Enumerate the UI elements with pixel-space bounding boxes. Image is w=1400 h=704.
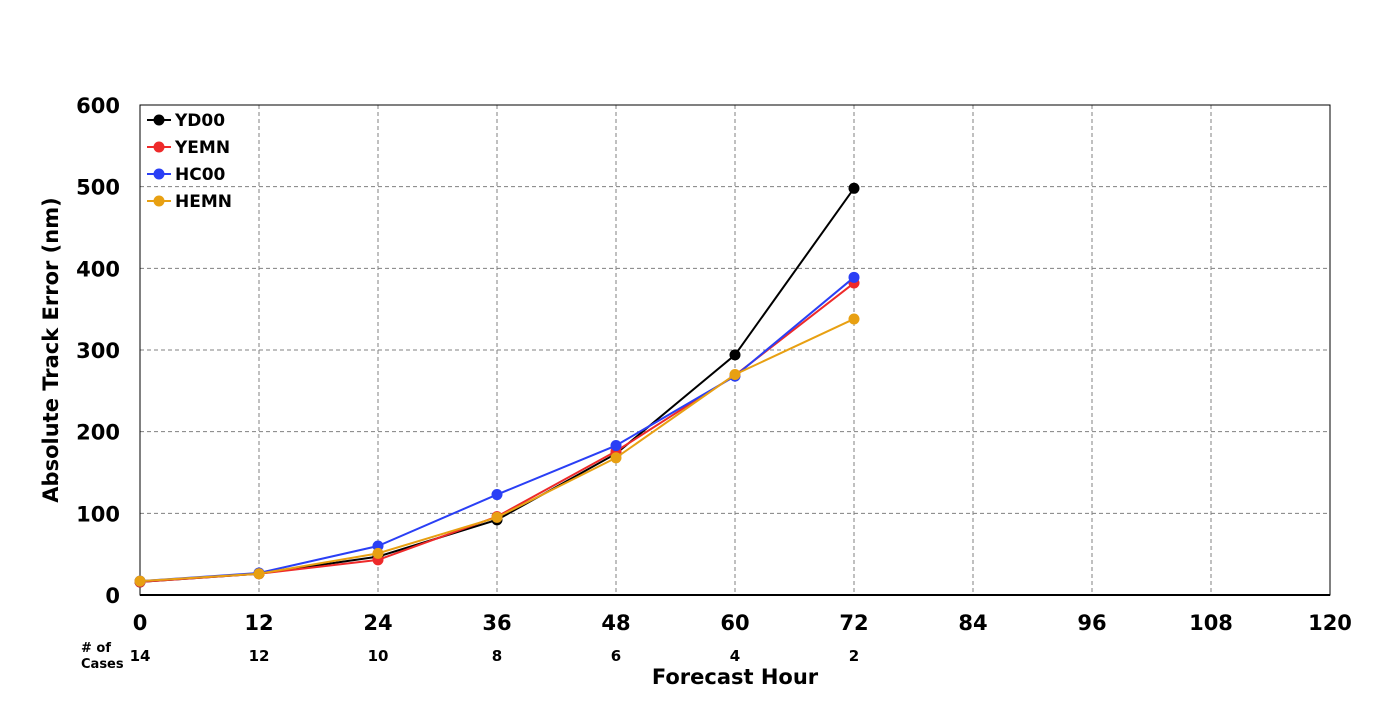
data-point bbox=[372, 547, 384, 559]
legend-entry: HEMN bbox=[147, 192, 232, 212]
legend-marker bbox=[153, 141, 165, 153]
data-point bbox=[134, 575, 146, 587]
cases-title-line1: # of bbox=[81, 641, 111, 656]
legend-label: YD00 bbox=[174, 111, 225, 131]
data-point bbox=[848, 182, 860, 194]
cases-count-label: 14 bbox=[130, 647, 151, 665]
x-tick-label: 96 bbox=[1077, 611, 1106, 635]
legend-entry: YD00 bbox=[147, 111, 225, 131]
cases-count-label: 8 bbox=[492, 647, 502, 665]
x-tick-label: 0 bbox=[133, 611, 148, 635]
data-point bbox=[610, 452, 622, 464]
legend-label: YEMN bbox=[174, 138, 230, 158]
data-point bbox=[848, 313, 860, 325]
x-tick-label: 72 bbox=[839, 611, 868, 635]
data-point bbox=[491, 489, 503, 501]
legend-marker bbox=[153, 168, 165, 180]
cases-title-line2: Cases bbox=[81, 657, 124, 672]
data-point bbox=[729, 369, 741, 380]
label-layer: Absolute Track Error (nm) Forecast Hour … bbox=[39, 197, 859, 689]
y-tick-label: 100 bbox=[76, 502, 120, 526]
x-tick-label: 84 bbox=[958, 611, 987, 635]
y-tick-label: 400 bbox=[76, 257, 120, 281]
series-hemn bbox=[134, 313, 860, 587]
x-tick-label: 108 bbox=[1189, 611, 1233, 635]
x-tick-label: 36 bbox=[482, 611, 511, 635]
y-tick-label: 500 bbox=[76, 176, 120, 200]
x-tick-label: 120 bbox=[1308, 611, 1352, 635]
x-tick-label: 48 bbox=[601, 611, 630, 635]
legend-entry: YEMN bbox=[147, 138, 230, 158]
y-axis-title: Absolute Track Error (nm) bbox=[39, 197, 63, 502]
legend-marker bbox=[153, 195, 165, 207]
data-point bbox=[491, 511, 503, 523]
x-tick-label: 12 bbox=[244, 611, 273, 635]
series-line bbox=[139, 282, 855, 583]
data-point bbox=[610, 440, 622, 452]
cases-count-label: 2 bbox=[849, 647, 859, 665]
legend-label: HEMN bbox=[175, 192, 232, 212]
grid-layer bbox=[140, 105, 1330, 595]
y-tick-label: 300 bbox=[76, 339, 120, 363]
cases-count-label: 12 bbox=[249, 647, 270, 665]
cases-count-label: 10 bbox=[368, 647, 389, 665]
x-axis-title: Forecast Hour bbox=[652, 665, 819, 689]
y-tick-label: 600 bbox=[76, 94, 120, 118]
cases-count-label: 4 bbox=[730, 647, 740, 665]
y-tick-label: 200 bbox=[76, 421, 120, 445]
axis-layer: 0 12 24 36 48 60 72 84 96 108 120 0 100 200 300 400 500 6… bbox=[76, 94, 1352, 635]
legend-entry: HC00 bbox=[147, 165, 226, 185]
data-point bbox=[253, 568, 265, 580]
series-layer bbox=[134, 182, 860, 588]
legend-marker bbox=[153, 114, 165, 126]
cases-count-label: 6 bbox=[611, 647, 621, 665]
y-tick-label: 0 bbox=[105, 584, 120, 608]
x-tick-label: 60 bbox=[720, 611, 749, 635]
x-tick-label: 24 bbox=[363, 611, 392, 635]
data-point bbox=[848, 271, 860, 283]
legend: YD00 YEMN HC00 HEMN bbox=[147, 111, 232, 212]
data-point bbox=[729, 349, 741, 361]
legend-label: HC00 bbox=[175, 165, 226, 185]
